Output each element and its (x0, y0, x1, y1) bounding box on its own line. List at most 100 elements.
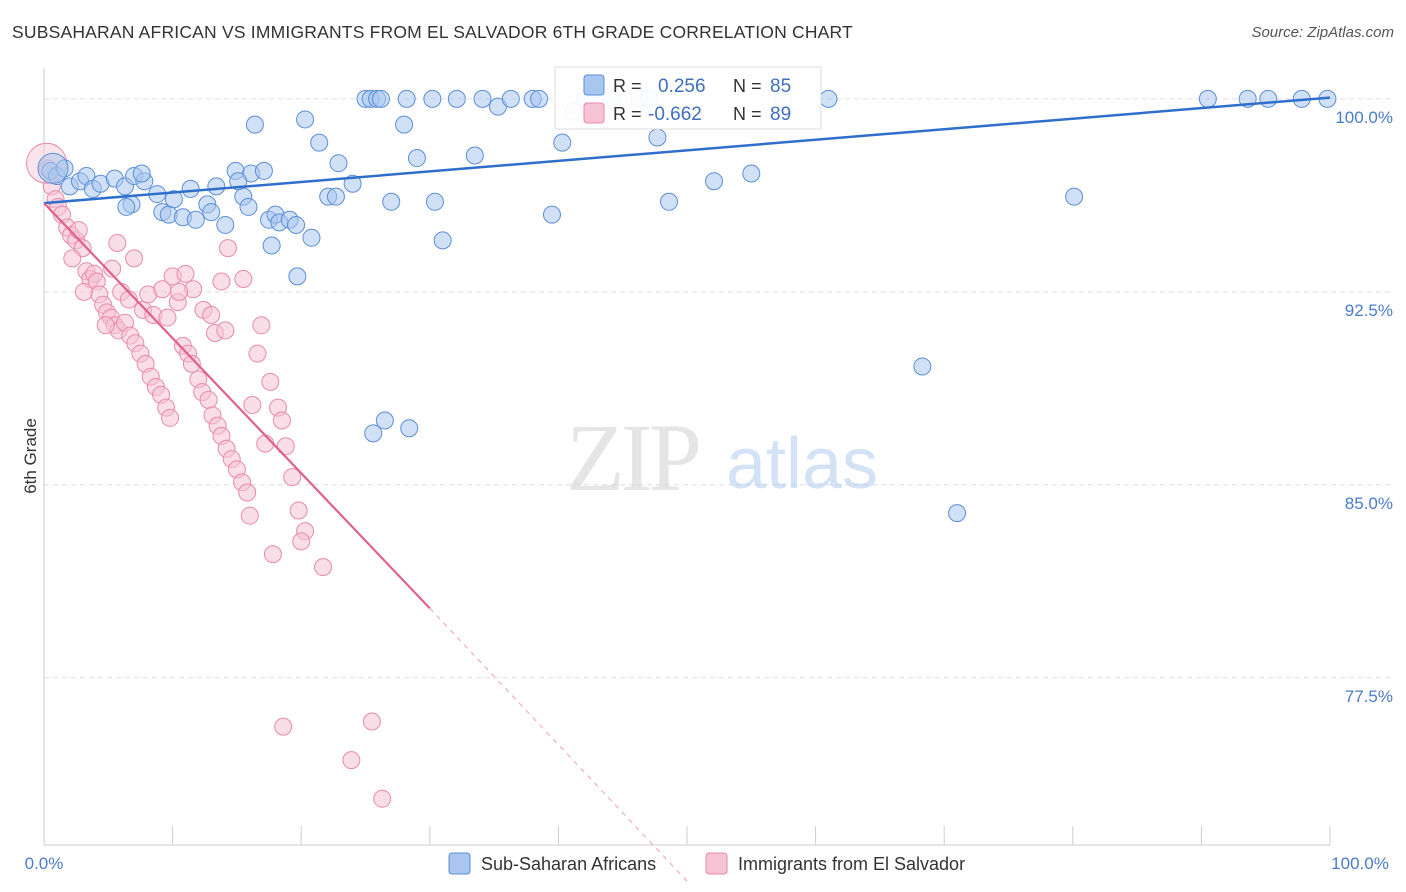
watermark-atlas: atlas (726, 424, 878, 504)
scatter-point-el-salvador (212, 272, 231, 291)
trend-line-sub-saharan (43, 96, 1331, 205)
y-tick-label: 85.0% (1345, 494, 1393, 513)
scatter-point-el-salvador (276, 437, 295, 456)
trend-line-el-salvador (43, 202, 431, 610)
stats-n-value-blue: 85 (770, 76, 791, 97)
bottom-legend: Sub-Saharan Africans Immigrants from El … (448, 852, 965, 875)
scatter-point-sub-saharan (302, 228, 321, 247)
scatter-point-sub-saharan (287, 215, 306, 234)
scatter-point-sub-saharan (447, 89, 466, 108)
y-tick-label: 100.0% (1335, 108, 1393, 127)
scatter-point-el-salvador (158, 308, 177, 327)
scatter-point-el-salvador (176, 264, 195, 283)
scatter-point-el-salvador (274, 717, 293, 736)
chart-source: Source: ZipAtlas.com (1251, 24, 1394, 41)
scatter-point-sub-saharan (132, 164, 151, 183)
scatter-point-sub-saharan-large (37, 152, 69, 184)
trend-lines (43, 96, 1331, 882)
scatter-point-sub-saharan (371, 89, 390, 108)
scatter-point-el-salvador (252, 316, 271, 335)
scatter-point-sub-saharan (310, 133, 329, 152)
scatter-point-sub-saharan (473, 89, 492, 108)
scatter-point-el-salvador (69, 221, 88, 240)
legend-swatch-el-salvador (705, 852, 728, 875)
watermark: ZIP atlas (566, 404, 878, 511)
legend-swatch-sub-saharan (448, 852, 471, 875)
scatter-point-el-salvador (125, 249, 144, 268)
scatter-point-sub-saharan (288, 267, 307, 286)
scatter-point-el-salvador (362, 712, 381, 731)
scatter-point-sub-saharan (913, 357, 932, 376)
scatter-point-sub-saharan (181, 179, 200, 198)
y-tick-label: 77.5% (1345, 687, 1393, 706)
scatter-point-el-salvador (103, 259, 122, 278)
stats-n-label-blue: N = (733, 76, 762, 96)
pink-points (26, 142, 392, 808)
scatter-point-sub-saharan (407, 149, 426, 168)
scatter-point-sub-saharan (329, 154, 348, 173)
scatter-point-sub-saharan (530, 89, 549, 108)
scatter-point-sub-saharan (164, 190, 183, 209)
scatter-point-sub-saharan (553, 133, 572, 152)
scatter-point-sub-saharan (186, 210, 205, 229)
scatter-point-el-salvador (170, 282, 189, 301)
scatter-point-sub-saharan (229, 172, 248, 191)
chart-title: SUBSAHARAN AFRICAN VS IMMIGRANTS FROM EL… (12, 22, 853, 42)
scatter-point-sub-saharan (659, 192, 678, 211)
scatter-point-sub-saharan (542, 205, 561, 224)
scatter-point-sub-saharan (245, 115, 264, 134)
scatter-point-sub-saharan (397, 89, 416, 108)
scatter-point-el-salvador (261, 372, 280, 391)
scatter-point-el-salvador (218, 239, 237, 258)
stats-legend-swatch-pink (583, 102, 605, 124)
stats-legend: R = 0.256 N = 85 R = -0.662 N = 89 (554, 66, 822, 130)
scatter-point-sub-saharan (262, 236, 281, 255)
scatter-point-el-salvador (96, 316, 115, 335)
scatter-point-sub-saharan (202, 203, 221, 222)
stats-r-value-blue: 0.256 (658, 76, 706, 97)
scatter-point-el-salvador (240, 506, 259, 525)
scatter-point-sub-saharan (296, 110, 315, 129)
y-tick-label: 92.5% (1345, 301, 1393, 320)
scatter-point-el-salvador (161, 408, 180, 427)
scatter-point-el-salvador (243, 396, 262, 415)
x-tick-label-min: 0.0% (25, 854, 64, 873)
scatter-point-sub-saharan (1259, 89, 1278, 108)
scatter-point-sub-saharan (400, 419, 419, 438)
y-axis-label: 6th Grade (21, 418, 40, 494)
scatter-point-el-salvador (63, 249, 82, 268)
scatter-point-sub-saharan (364, 424, 383, 443)
legend-label-el-salvador: Immigrants from El Salvador (738, 854, 965, 874)
scatter-point-el-salvador (108, 233, 127, 252)
scatter-point-el-salvador (74, 282, 93, 301)
scatter-point-el-salvador (202, 305, 221, 324)
stats-r-label-blue: R = (613, 76, 642, 96)
scatter-point-sub-saharan (254, 161, 273, 180)
scatter-point-sub-saharan (395, 115, 414, 134)
scatter-point-sub-saharan (423, 89, 442, 108)
scatter-point-sub-saharan (819, 89, 838, 108)
scatter-point-sub-saharan (648, 128, 667, 147)
scatter-point-el-salvador (289, 501, 308, 520)
scatter-point-sub-saharan (433, 231, 452, 250)
scatter-point-el-salvador (182, 354, 201, 373)
scatter-point-sub-saharan (216, 215, 235, 234)
x-tick-label-max: 100.0% (1331, 854, 1389, 873)
scatter-point-sub-saharan (117, 197, 136, 216)
stats-legend-swatch-blue (583, 74, 605, 96)
scatter-point-el-salvador (199, 390, 218, 409)
scatter-point-sub-saharan (425, 192, 444, 211)
scatter-point-el-salvador (238, 483, 257, 502)
stats-r-value-pink: -0.662 (648, 104, 702, 125)
scatter-point-el-salvador (373, 789, 392, 808)
stats-r-label-pink: R = (613, 104, 642, 124)
scatter-point-sub-saharan (742, 164, 761, 183)
trend-line-el-salvador-extension (429, 607, 688, 882)
stats-n-value-pink: 89 (770, 104, 791, 125)
scatter-point-el-salvador (272, 411, 291, 430)
scatter-point-sub-saharan (207, 177, 226, 196)
stats-n-label-pink: N = (733, 104, 762, 124)
scatter-point-el-salvador (263, 545, 282, 564)
scatter-point-sub-saharan (239, 197, 258, 216)
